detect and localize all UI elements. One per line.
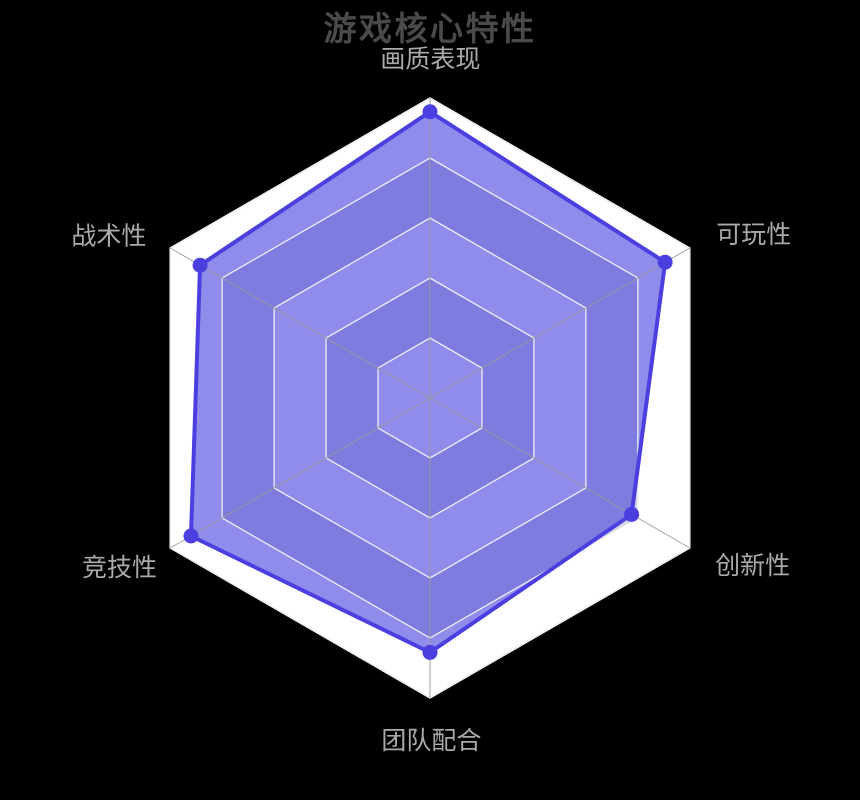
svg-text:团队配合: 团队配合 (381, 727, 481, 755)
svg-text:竞技性: 竞技性 (82, 554, 157, 582)
svg-text:可玩性: 可玩性 (716, 221, 791, 249)
svg-text:创新性: 创新性 (715, 552, 790, 580)
svg-text:画质表现: 画质表现 (380, 46, 480, 74)
svg-text:战术性: 战术性 (71, 223, 146, 251)
